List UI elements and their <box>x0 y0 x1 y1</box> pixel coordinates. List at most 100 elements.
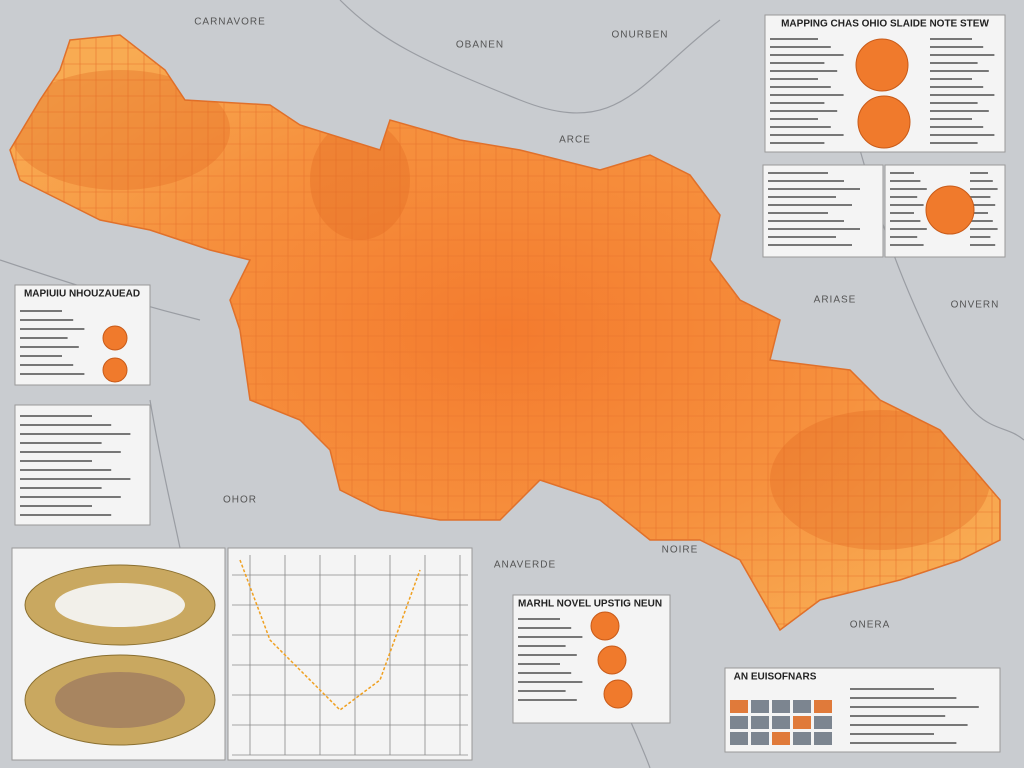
text-line <box>770 46 831 48</box>
text-line <box>770 102 825 104</box>
text-line <box>518 672 572 674</box>
panel-title: MAPIUIU NHOUZAUEAD <box>24 289 140 300</box>
text-line <box>850 706 979 708</box>
road <box>149 399 181 549</box>
text-line <box>970 180 993 182</box>
text-line <box>770 38 818 40</box>
place-label: ARCE <box>559 135 591 146</box>
text-line <box>20 373 85 375</box>
text-line <box>890 244 924 246</box>
panel <box>14 284 151 386</box>
text-line <box>890 212 914 214</box>
text-line <box>930 118 972 120</box>
text-line <box>770 94 844 96</box>
panel-title: AN EUISOFNARS <box>734 672 817 683</box>
legend-swatch <box>772 732 790 745</box>
place-label: CARNAVORE <box>194 17 266 28</box>
text-line <box>20 514 112 516</box>
text-line <box>970 196 991 198</box>
inset-circle <box>102 357 128 383</box>
text-line <box>890 172 914 174</box>
text-line <box>770 70 838 72</box>
text-line <box>518 654 577 656</box>
place-label: ARIASE <box>814 295 857 306</box>
panel-title: MARHL NOVEL UPSTIG NEUN <box>518 599 662 610</box>
text-line <box>768 220 844 222</box>
text-line <box>518 681 583 683</box>
text-line <box>20 337 68 339</box>
text-line <box>930 126 984 128</box>
inset-circle <box>603 679 633 709</box>
text-line <box>770 78 818 80</box>
text-line <box>518 636 583 638</box>
text-line <box>890 236 918 238</box>
legend-swatch <box>793 716 811 729</box>
place-label: OBANEN <box>456 40 504 51</box>
panel <box>227 547 473 761</box>
oval-inset <box>55 583 185 627</box>
text-line <box>970 212 988 214</box>
text-line <box>970 172 988 174</box>
text-line <box>770 54 844 56</box>
text-line <box>970 204 996 206</box>
text-line <box>20 487 102 489</box>
legend-swatch <box>730 700 748 713</box>
text-line <box>850 697 957 699</box>
text-line <box>20 442 102 444</box>
text-line <box>930 134 995 136</box>
text-line <box>970 188 998 190</box>
legend-swatch <box>772 700 790 713</box>
text-line <box>970 244 996 246</box>
text-line <box>850 733 934 735</box>
oval-inset <box>55 672 185 728</box>
text-line <box>768 228 860 230</box>
text-line <box>768 244 852 246</box>
legend-swatch <box>814 716 832 729</box>
text-line <box>20 496 121 498</box>
text-line <box>20 319 74 321</box>
legend-swatch <box>814 732 832 745</box>
text-line <box>850 688 934 690</box>
text-line <box>890 180 921 182</box>
text-line <box>770 142 825 144</box>
text-line <box>20 478 131 480</box>
legend-swatch <box>793 700 811 713</box>
text-line <box>20 433 131 435</box>
inset-circle <box>925 185 975 235</box>
text-line <box>20 415 92 417</box>
legend-swatch <box>751 732 769 745</box>
text-line <box>930 110 989 112</box>
text-line <box>768 188 860 190</box>
inset-circle <box>590 611 620 641</box>
text-line <box>20 346 79 348</box>
legend-swatch <box>793 732 811 745</box>
relief <box>310 120 410 240</box>
text-line <box>770 62 825 64</box>
text-line <box>930 142 978 144</box>
text-line <box>768 180 844 182</box>
road <box>339 0 721 114</box>
text-line <box>20 310 62 312</box>
text-line <box>890 228 927 230</box>
text-line <box>20 355 62 357</box>
overlay: MAPPING CHAS OHIO SLAIDE NOTE STEW MAPIUI… <box>11 14 1006 761</box>
text-line <box>890 220 921 222</box>
text-line <box>518 690 566 692</box>
text-line <box>930 86 984 88</box>
text-line <box>770 126 831 128</box>
legend-swatch <box>772 716 790 729</box>
text-line <box>20 460 92 462</box>
text-line <box>518 618 560 620</box>
panel <box>512 594 671 724</box>
text-line <box>930 46 984 48</box>
text-line <box>20 451 121 453</box>
text-line <box>930 62 978 64</box>
text-line <box>768 172 828 174</box>
inset-circle <box>855 38 909 92</box>
relief <box>770 410 990 550</box>
place-label: ANAVERDE <box>494 560 556 571</box>
place-label: ONERA <box>850 620 891 631</box>
text-line <box>930 70 989 72</box>
text-line <box>970 228 998 230</box>
text-line <box>20 424 112 426</box>
